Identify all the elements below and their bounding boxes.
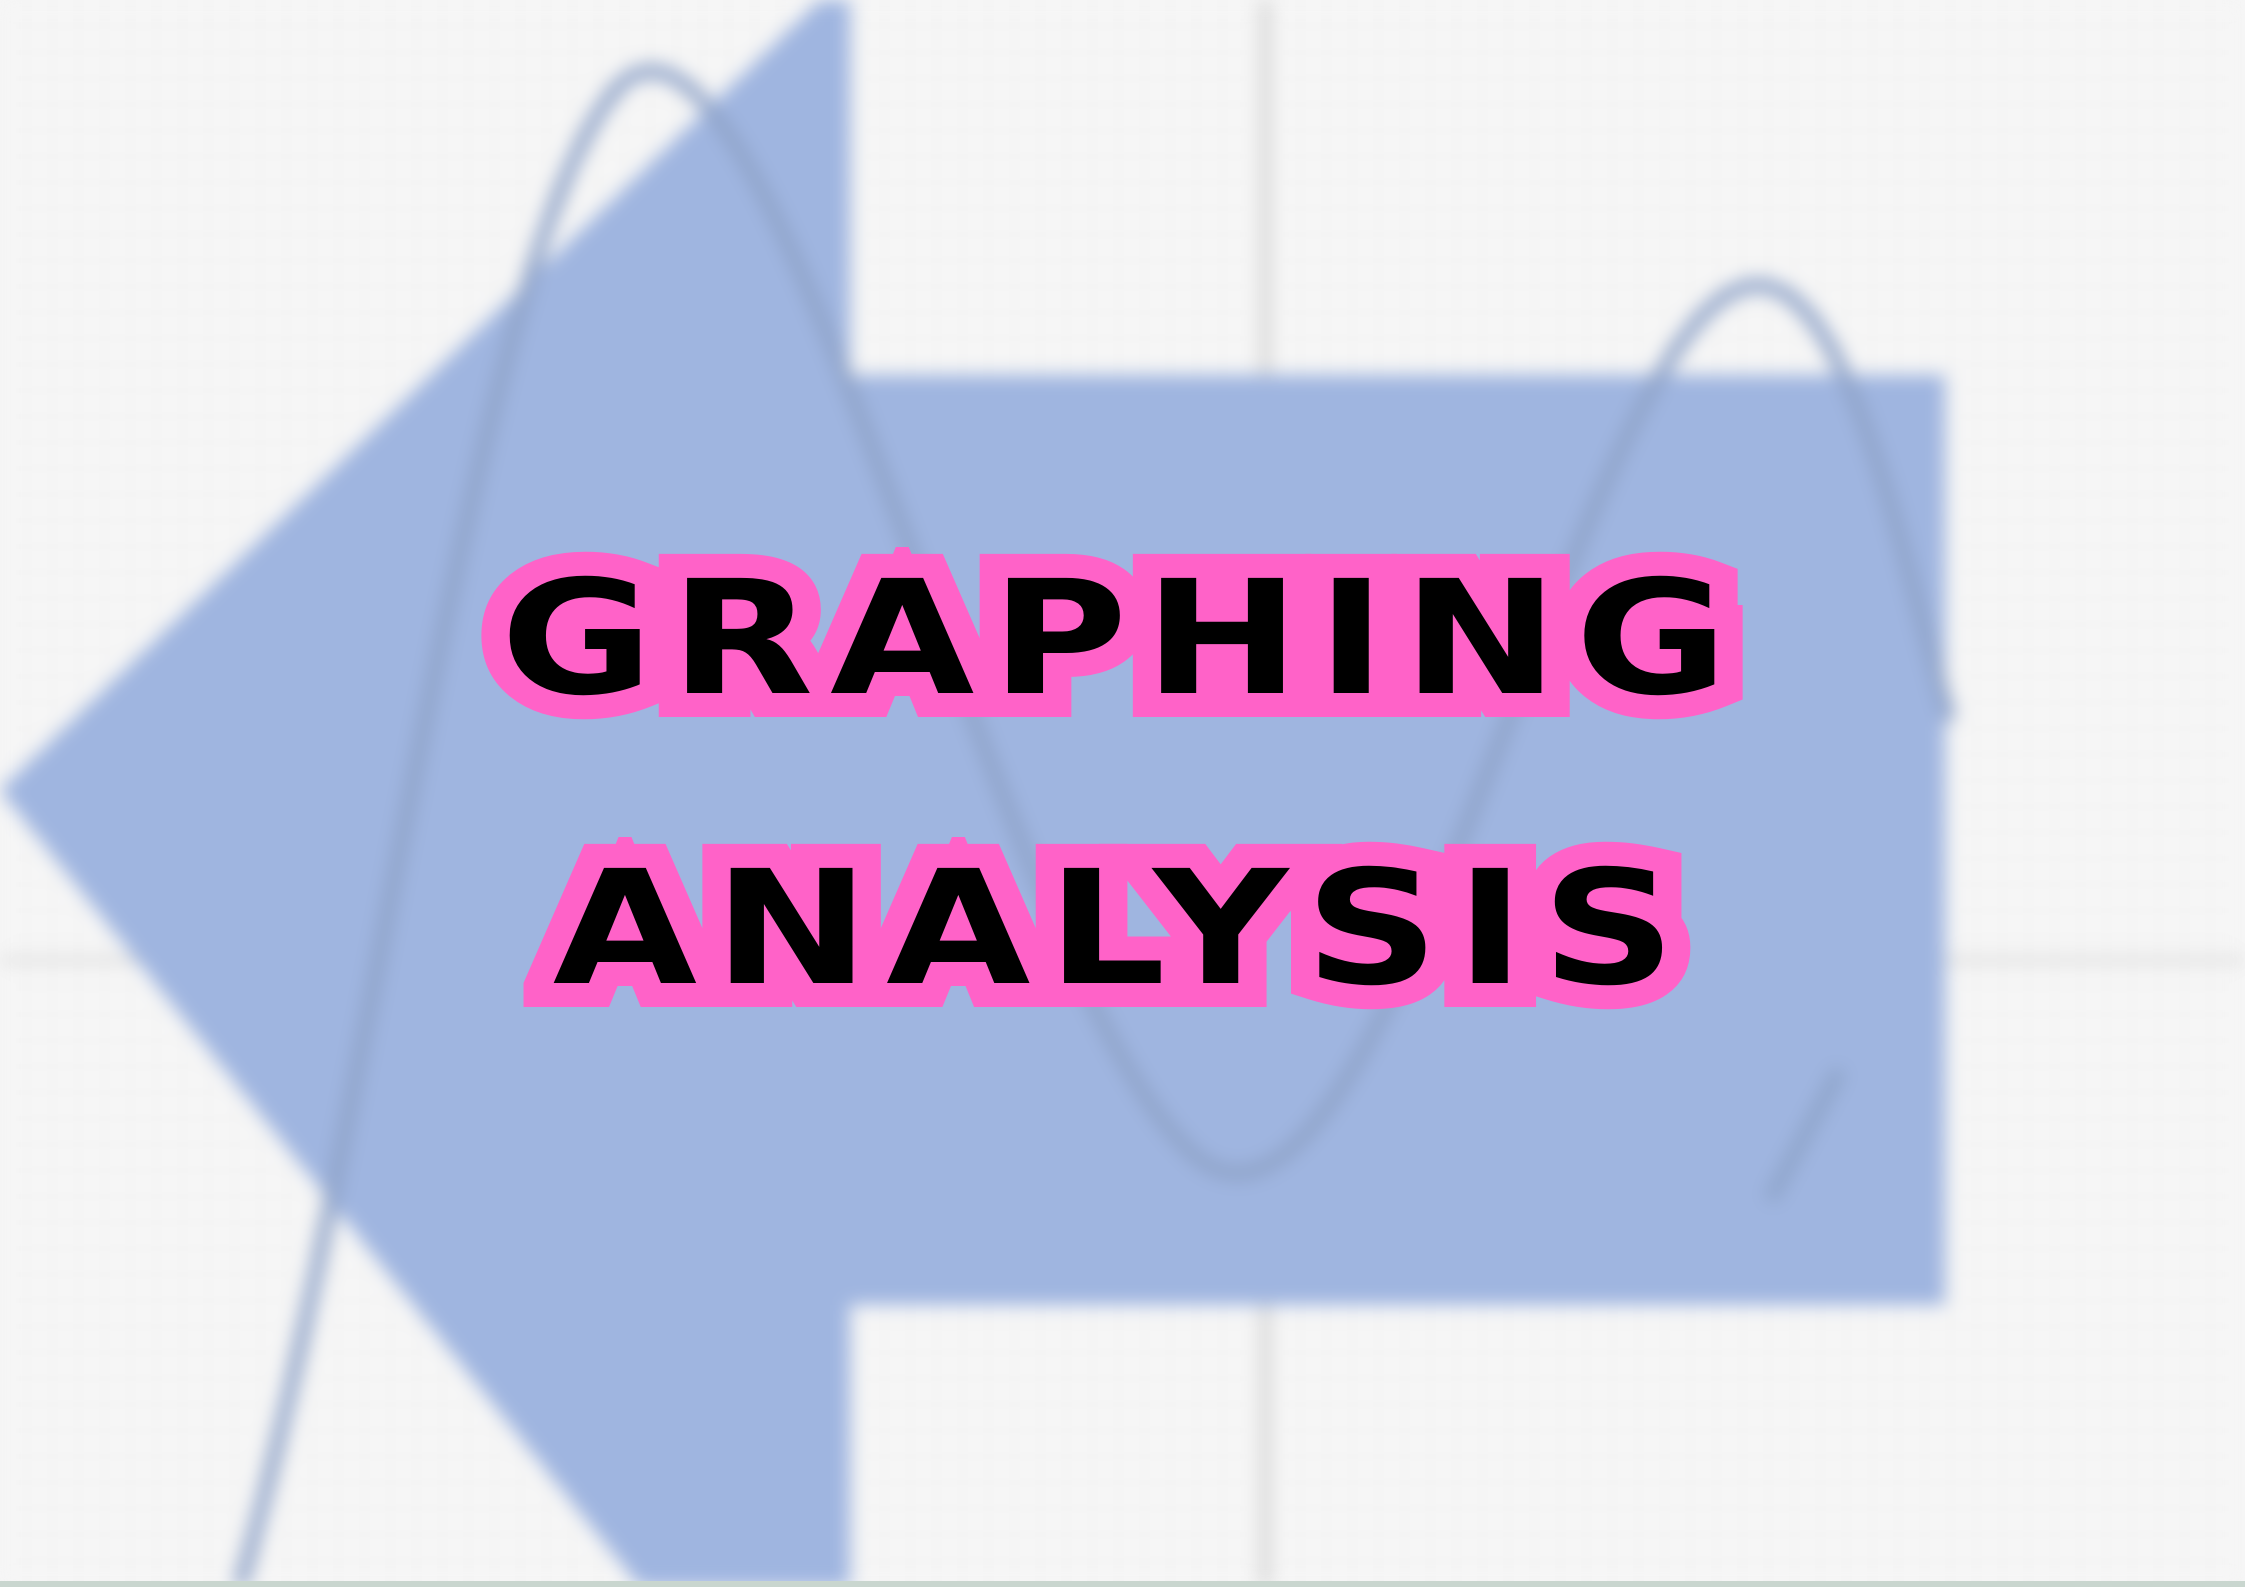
wave-curve <box>233 64 1957 1587</box>
short-curve-segment <box>1763 1066 1847 1204</box>
title-line-1: GRAPHING <box>472 536 1756 742</box>
title-line-2: ANALYSIS <box>524 826 1704 1032</box>
left-arrow-shape <box>0 0 1945 1587</box>
bottom-edge-strip <box>0 1581 2245 1587</box>
